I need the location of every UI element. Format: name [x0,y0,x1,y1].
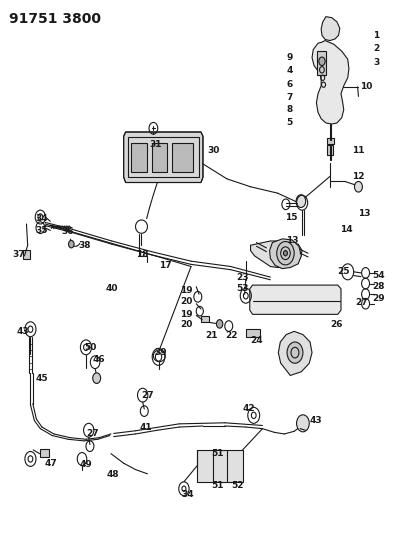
Text: 26: 26 [330,320,342,329]
Polygon shape [278,332,312,375]
Text: 2: 2 [373,44,380,53]
Circle shape [319,57,325,66]
Text: 21: 21 [205,331,217,340]
Text: 20: 20 [180,320,192,329]
Text: 27: 27 [356,298,368,307]
Text: 54: 54 [373,271,385,279]
Text: 34: 34 [181,489,194,498]
Text: 12: 12 [352,172,364,181]
Text: 27: 27 [142,391,154,400]
Bar [128,138,199,177]
Circle shape [296,195,306,207]
Text: 13: 13 [286,237,299,246]
Text: 15: 15 [285,213,298,222]
Bar [327,146,333,155]
Text: 36: 36 [61,228,74,237]
Text: 11: 11 [352,146,364,155]
Text: 14: 14 [340,225,352,234]
Bar [197,450,243,482]
Text: 25: 25 [337,268,349,276]
Text: 5: 5 [286,118,293,127]
Circle shape [217,320,223,328]
Text: 39: 39 [154,348,167,357]
Text: 3: 3 [373,59,380,67]
Text: 27: 27 [86,430,99,439]
Text: 45: 45 [35,374,48,383]
Text: 50: 50 [84,343,96,352]
Circle shape [283,251,287,256]
Text: 41: 41 [140,423,152,432]
Text: 53: 53 [237,284,249,293]
Bar [327,138,334,144]
Text: 29: 29 [373,294,385,303]
Circle shape [277,241,294,265]
Text: 24: 24 [250,336,262,345]
Text: 43: 43 [17,327,29,336]
Bar [317,51,326,75]
Bar [246,329,259,337]
Text: 1: 1 [373,31,380,40]
Text: 91751 3800: 91751 3800 [10,12,101,27]
Text: 10: 10 [360,82,372,91]
Text: 51: 51 [211,449,223,458]
Text: 28: 28 [373,282,385,291]
Circle shape [68,240,74,248]
Polygon shape [312,41,349,124]
Text: 18: 18 [136,250,148,259]
Bar [201,317,209,322]
Text: 34: 34 [35,214,48,223]
Text: 40: 40 [106,284,118,293]
Text: 37: 37 [13,250,25,259]
Text: 13: 13 [358,209,370,218]
Text: 4: 4 [286,67,293,75]
Text: 9: 9 [286,53,293,62]
Text: 48: 48 [107,471,120,479]
Polygon shape [124,132,203,182]
Bar [152,143,167,172]
Text: 47: 47 [44,459,57,467]
Text: 35: 35 [35,226,48,235]
Polygon shape [251,241,302,268]
Text: 52: 52 [232,481,244,490]
Text: 46: 46 [93,355,105,364]
Text: 43: 43 [309,416,322,425]
Polygon shape [321,17,340,41]
Bar [131,143,147,172]
Polygon shape [269,239,301,269]
Text: 19: 19 [180,286,193,295]
Text: 23: 23 [237,273,249,281]
Text: 17: 17 [158,261,171,270]
Text: 51: 51 [211,481,223,490]
Text: 8: 8 [286,105,293,114]
Text: 19: 19 [180,310,193,319]
Text: 31: 31 [149,140,162,149]
Text: 20: 20 [180,296,192,305]
Text: 6: 6 [286,79,293,88]
Bar [172,143,193,172]
Polygon shape [250,285,341,314]
Text: 42: 42 [243,405,255,414]
Text: 30: 30 [207,146,219,155]
Circle shape [287,342,303,364]
Bar [39,449,49,457]
Text: 49: 49 [80,460,93,469]
Circle shape [297,415,309,432]
Text: 38: 38 [78,241,90,250]
Text: 7: 7 [286,93,293,102]
Text: 22: 22 [225,331,237,340]
Bar [23,250,29,259]
Circle shape [93,373,101,383]
Circle shape [355,181,363,192]
